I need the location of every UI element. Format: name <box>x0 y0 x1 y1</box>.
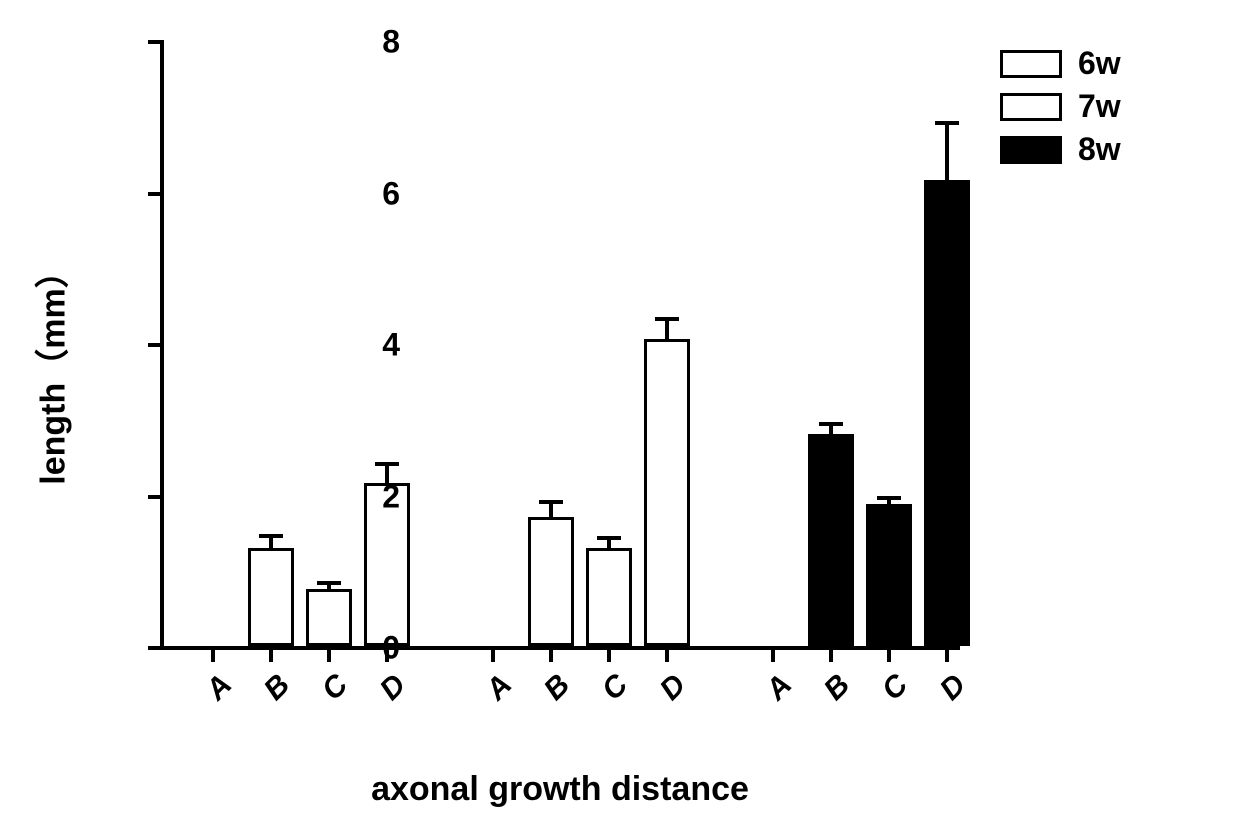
x-tick <box>549 650 553 662</box>
y-tick <box>148 495 160 499</box>
bar <box>248 548 294 646</box>
y-tick-label: 4 <box>340 327 400 364</box>
x-axis-title: axonal growth distance <box>160 770 960 809</box>
x-tick-label: C <box>590 668 635 713</box>
x-tick-label: A <box>194 668 239 713</box>
y-axis-line <box>160 40 164 650</box>
error-bar-cap <box>539 500 563 504</box>
bar <box>528 517 574 646</box>
y-axis-title: length（mm） <box>26 254 75 484</box>
legend-label: 6w <box>1078 45 1121 82</box>
legend-item: 6w <box>1000 45 1121 82</box>
y-tick <box>148 343 160 347</box>
legend: 6w 7w 8w <box>1000 45 1121 174</box>
error-bar-cap <box>655 317 679 321</box>
x-tick-label: B <box>252 668 297 713</box>
error-bar-cap <box>259 534 283 538</box>
bar <box>808 434 854 646</box>
error-bar-cap <box>317 581 341 585</box>
legend-swatch <box>1000 50 1062 78</box>
x-tick <box>607 650 611 662</box>
x-tick-label: A <box>474 668 519 713</box>
legend-label: 8w <box>1078 131 1121 168</box>
error-bar-cap <box>935 121 959 125</box>
bar <box>924 180 970 646</box>
y-tick-label: 2 <box>340 478 400 515</box>
error-bar-cap <box>597 536 621 540</box>
x-tick-label: D <box>648 668 693 713</box>
x-axis-line <box>160 646 960 650</box>
error-bar <box>665 319 669 339</box>
error-bar-cap <box>375 462 399 466</box>
x-tick <box>327 650 331 662</box>
error-bar-cap <box>819 422 843 426</box>
chart-container: length（mm） axonal growth distance 6w7w8w… <box>40 10 1220 820</box>
y-tick-label: 0 <box>340 630 400 667</box>
x-tick <box>665 650 669 662</box>
bar <box>586 548 632 646</box>
y-tick <box>148 646 160 650</box>
error-bar-cap <box>877 496 901 500</box>
error-bar <box>945 123 949 180</box>
legend-swatch <box>1000 93 1062 121</box>
x-tick <box>269 650 273 662</box>
y-tick-label: 8 <box>340 24 400 61</box>
x-tick-label: D <box>928 668 973 713</box>
plot-area <box>160 40 960 650</box>
x-tick-label: B <box>812 668 857 713</box>
legend-item: 8w <box>1000 131 1121 168</box>
error-bar <box>549 502 553 517</box>
legend-label: 7w <box>1078 88 1121 125</box>
legend-swatch <box>1000 136 1062 164</box>
y-tick <box>148 192 160 196</box>
legend-item: 7w <box>1000 88 1121 125</box>
x-tick-label: B <box>532 668 577 713</box>
bar <box>866 504 912 646</box>
y-tick-label: 6 <box>340 175 400 212</box>
y-tick <box>148 40 160 44</box>
x-tick <box>211 650 215 662</box>
x-tick <box>887 650 891 662</box>
x-tick <box>491 650 495 662</box>
x-tick-label: C <box>870 668 915 713</box>
x-tick-label: C <box>310 668 355 713</box>
x-tick-label: D <box>368 668 413 713</box>
bar <box>644 339 690 646</box>
x-tick <box>771 650 775 662</box>
x-tick-label: A <box>754 668 799 713</box>
x-tick <box>829 650 833 662</box>
x-tick <box>945 650 949 662</box>
